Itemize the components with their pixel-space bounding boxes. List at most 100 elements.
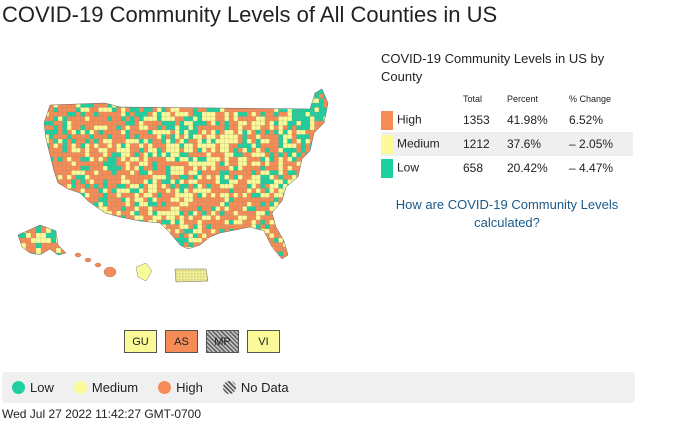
- county-cell: [210, 179, 216, 185]
- county-cell: [215, 224, 221, 230]
- county-cell: [80, 161, 86, 167]
- county-cell: [44, 129, 45, 135]
- county-cell: [116, 98, 122, 104]
- county-cell: [219, 224, 225, 230]
- county-cell: [251, 138, 257, 144]
- county-cell: [210, 206, 216, 212]
- county-cell: [282, 111, 288, 117]
- county-cell: [107, 134, 113, 140]
- county-cell: [327, 210, 328, 216]
- county-cell: [237, 161, 243, 167]
- county-cell: [327, 152, 328, 158]
- county-cell: [301, 261, 306, 266]
- county-cell: [143, 152, 149, 158]
- county-cell: [206, 179, 212, 185]
- county-cell: [48, 147, 54, 153]
- county-cell: [107, 215, 113, 221]
- county-cell: [53, 224, 59, 230]
- county-cell: [224, 143, 230, 149]
- territory-gu[interactable]: GU: [124, 330, 157, 353]
- county-cell: [287, 233, 293, 239]
- county-cell: [188, 125, 194, 131]
- county-cell: [211, 261, 216, 266]
- county-cell: [143, 251, 149, 257]
- county-cell: [255, 138, 261, 144]
- county-cell: [260, 156, 266, 162]
- county-cell: [219, 125, 225, 131]
- county-cell: [134, 143, 140, 149]
- county-cell: [134, 188, 140, 194]
- county-cell: [152, 170, 158, 176]
- county-cell: [279, 261, 284, 266]
- county-cell: [80, 219, 86, 225]
- county-cell: [147, 197, 153, 203]
- county-cell: [269, 147, 275, 153]
- county-cell: [228, 255, 234, 259]
- county-cell: [125, 152, 131, 158]
- county-cell: [111, 143, 117, 149]
- county-cell: [48, 183, 54, 189]
- county-cell: [273, 89, 279, 90]
- county-cell: [184, 261, 189, 266]
- county-cell: [179, 233, 185, 239]
- county-cell: [206, 165, 212, 171]
- county-cell: [75, 93, 81, 99]
- county-cell: [201, 219, 207, 225]
- county-cell: [264, 215, 270, 221]
- county-cell: [165, 125, 171, 131]
- county-cell: [107, 143, 113, 149]
- county-cell: [48, 89, 54, 90]
- county-cell: [224, 125, 230, 131]
- county-cell: [44, 93, 45, 99]
- county-cell: [71, 89, 77, 95]
- county-cell: [314, 210, 320, 216]
- county-cell: [228, 98, 234, 104]
- county-cell: [219, 129, 225, 135]
- county-cell: [129, 152, 135, 158]
- county-cell: [147, 138, 153, 144]
- county-cell: [192, 111, 198, 117]
- county-cell: [170, 174, 176, 180]
- county-cell: [210, 228, 216, 234]
- county-cell: [156, 255, 162, 259]
- county-cell: [148, 261, 153, 266]
- county-cell: [228, 89, 234, 90]
- county-cell: [323, 237, 328, 243]
- county-cell: [53, 107, 59, 113]
- county-cell: [323, 219, 328, 225]
- county-cell: [273, 210, 279, 216]
- county-cell: [296, 242, 302, 248]
- county-cell: [201, 152, 207, 158]
- county-cell: [269, 192, 275, 198]
- county-cell: [183, 183, 189, 189]
- us-county-map[interactable]: [10, 85, 340, 300]
- territory-as[interactable]: AS: [165, 330, 198, 353]
- county-cell: [80, 210, 86, 216]
- county-cell: [201, 89, 207, 95]
- county-cell: [309, 125, 315, 131]
- county-cell: [188, 138, 194, 144]
- county-cell: [305, 170, 311, 176]
- county-cell: [107, 98, 113, 104]
- county-cell: [264, 224, 270, 230]
- territory-vi[interactable]: VI: [247, 330, 280, 353]
- county-cell: [176, 270, 181, 275]
- territory-mp[interactable]: MP: [206, 330, 239, 353]
- county-cell: [210, 116, 216, 122]
- county-cell: [89, 138, 95, 144]
- county-cell: [210, 125, 216, 131]
- county-cell: [44, 143, 45, 149]
- county-cell: [129, 224, 135, 230]
- county-cell: [183, 129, 189, 135]
- county-cell: [152, 89, 158, 90]
- county-cell: [225, 261, 230, 266]
- county-cell: [224, 206, 230, 212]
- calculation-info-link[interactable]: How are COVID-19 Community Levels calcul…: [395, 197, 619, 230]
- county-cell: [215, 233, 221, 239]
- county-cell: [233, 251, 239, 257]
- county-cell: [57, 138, 63, 144]
- county-cell: [153, 261, 158, 266]
- county-cell: [183, 174, 189, 180]
- county-cell: [30, 242, 37, 249]
- county-cell: [129, 138, 135, 144]
